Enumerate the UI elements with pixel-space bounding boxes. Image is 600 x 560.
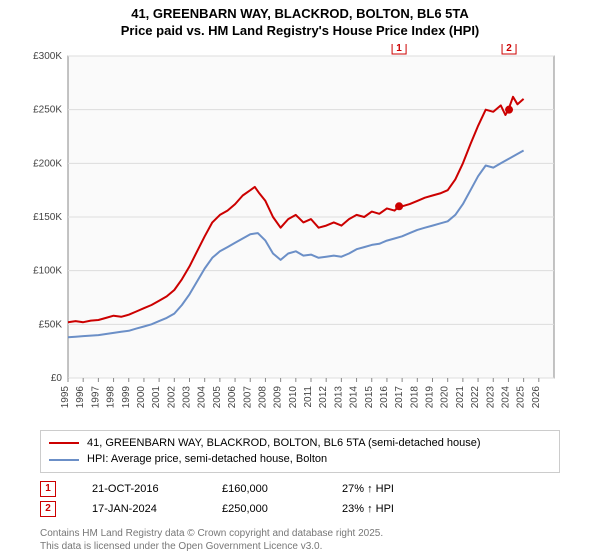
footer-line-2: This data is licensed under the Open Gov… <box>40 540 560 553</box>
svg-text:2005: 2005 <box>212 385 223 408</box>
svg-text:2025: 2025 <box>516 385 527 408</box>
svg-text:2004: 2004 <box>197 385 208 408</box>
legend-label-hpi: HPI: Average price, semi-detached house,… <box>87 451 327 468</box>
svg-text:£150K: £150K <box>33 212 62 223</box>
svg-text:£0: £0 <box>51 373 63 384</box>
sale-price-2: £250,000 <box>222 503 342 515</box>
svg-text:2016: 2016 <box>379 385 390 408</box>
price-chart: £0 £50K £100K £150K £200K £250K £300K 1995 1996 1… <box>20 44 580 424</box>
svg-text:2010: 2010 <box>288 385 299 408</box>
footer-line-1: Contains HM Land Registry data © Crown c… <box>40 527 560 540</box>
svg-text:£100K: £100K <box>33 265 62 276</box>
sale-marker-1: 1 <box>40 481 56 497</box>
svg-text:£200K: £200K <box>33 158 62 169</box>
legend-swatch-subject <box>49 442 79 444</box>
sales-table: 1 21-OCT-2016 £160,000 27% ↑ HPI 2 17-JA… <box>40 479 560 519</box>
svg-text:1998: 1998 <box>106 385 117 408</box>
svg-text:1997: 1997 <box>90 385 101 408</box>
svg-text:2022: 2022 <box>470 385 481 408</box>
svg-text:2015: 2015 <box>364 385 375 408</box>
svg-text:2020: 2020 <box>440 385 451 408</box>
sale-date-2: 17-JAN-2024 <box>92 503 222 515</box>
sale-price-1: £160,000 <box>222 483 342 495</box>
sale-pct-1: 27% ↑ HPI <box>342 483 492 495</box>
legend-row-subject: 41, GREENBARN WAY, BLACKROD, BOLTON, BL6… <box>49 435 551 452</box>
sale-row-1: 1 21-OCT-2016 £160,000 27% ↑ HPI <box>40 479 560 499</box>
svg-text:2023: 2023 <box>485 385 496 408</box>
svg-text:2021: 2021 <box>455 385 466 408</box>
svg-text:2017: 2017 <box>394 385 405 408</box>
footer: Contains HM Land Registry data © Crown c… <box>40 527 560 553</box>
svg-text:2019: 2019 <box>425 385 436 408</box>
sale-date-1: 21-OCT-2016 <box>92 483 222 495</box>
svg-text:2006: 2006 <box>227 385 238 408</box>
legend-row-hpi: HPI: Average price, semi-detached house,… <box>49 451 551 468</box>
svg-text:2: 2 <box>506 44 512 54</box>
svg-text:£50K: £50K <box>39 319 63 330</box>
svg-text:2009: 2009 <box>273 385 284 408</box>
svg-text:1999: 1999 <box>121 385 132 408</box>
svg-text:2002: 2002 <box>166 385 177 408</box>
svg-text:1: 1 <box>396 44 402 54</box>
svg-text:2014: 2014 <box>349 385 360 408</box>
sale-marker-2: 2 <box>40 501 56 517</box>
chart-title: 41, GREENBARN WAY, BLACKROD, BOLTON, BL6… <box>0 0 600 40</box>
svg-text:2026: 2026 <box>531 385 542 408</box>
svg-text:2008: 2008 <box>257 385 268 408</box>
title-line-2: Price paid vs. HM Land Registry's House … <box>0 23 600 40</box>
svg-text:1996: 1996 <box>75 385 86 408</box>
sale-row-2: 2 17-JAN-2024 £250,000 23% ↑ HPI <box>40 499 560 519</box>
svg-text:1995: 1995 <box>60 385 71 408</box>
legend-swatch-hpi <box>49 459 79 461</box>
svg-text:£300K: £300K <box>33 51 62 62</box>
svg-text:2013: 2013 <box>333 385 344 408</box>
svg-text:2000: 2000 <box>136 385 147 408</box>
title-line-1: 41, GREENBARN WAY, BLACKROD, BOLTON, BL6… <box>0 6 600 23</box>
svg-text:2007: 2007 <box>242 385 253 408</box>
svg-text:2012: 2012 <box>318 385 329 408</box>
legend-label-subject: 41, GREENBARN WAY, BLACKROD, BOLTON, BL6… <box>87 435 481 452</box>
svg-text:2011: 2011 <box>303 385 314 407</box>
svg-text:2001: 2001 <box>151 385 162 408</box>
svg-text:2003: 2003 <box>182 385 193 408</box>
legend: 41, GREENBARN WAY, BLACKROD, BOLTON, BL6… <box>40 430 560 473</box>
sale-pct-2: 23% ↑ HPI <box>342 503 492 515</box>
svg-text:2018: 2018 <box>409 385 420 408</box>
svg-text:2024: 2024 <box>500 385 511 408</box>
svg-text:£250K: £250K <box>33 104 62 115</box>
